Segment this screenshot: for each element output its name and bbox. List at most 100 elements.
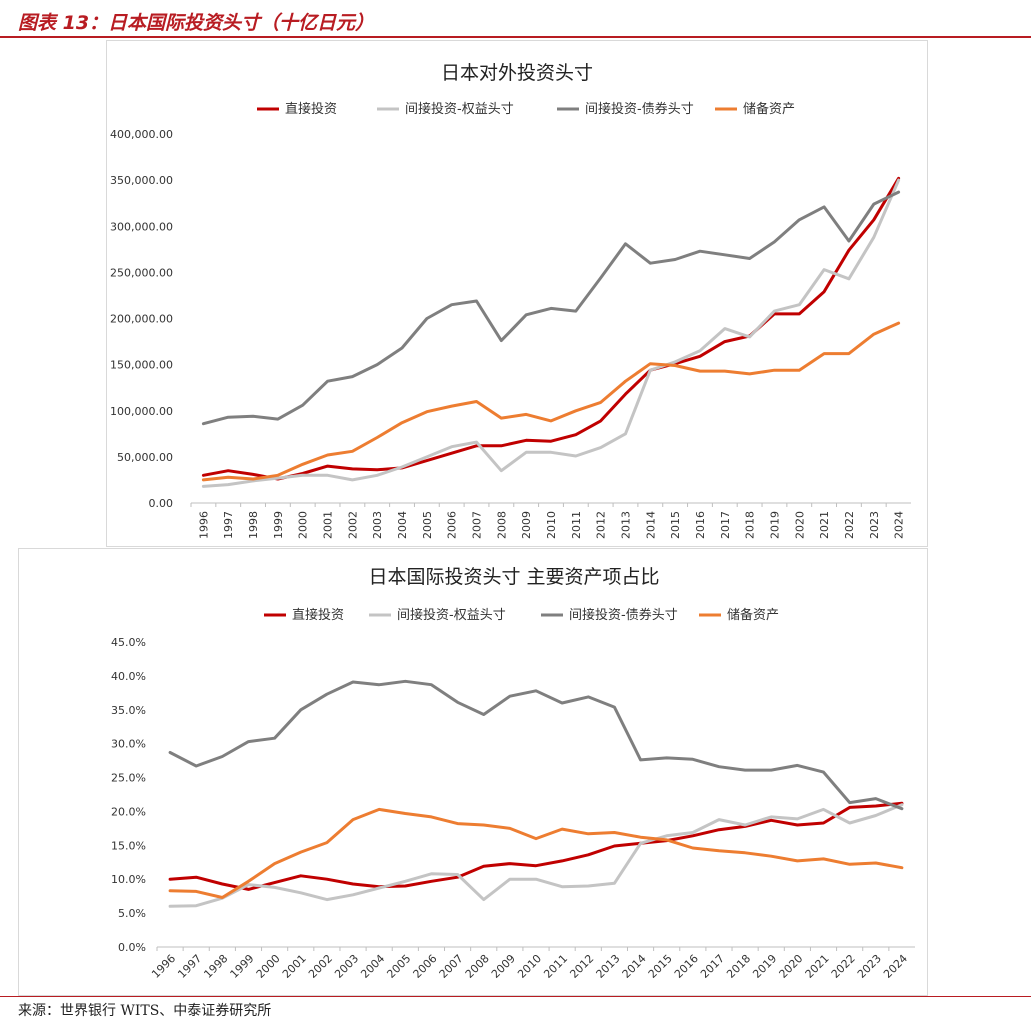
x-tick-label: 1996 xyxy=(197,511,210,539)
x-tick-label: 2001 xyxy=(322,511,335,539)
source-note: 来源：世界银行 WITS、中泰证券研究所 xyxy=(18,1003,272,1019)
x-tick-label: 2000 xyxy=(297,511,310,539)
series-line-2 xyxy=(201,190,901,426)
x-tick-label: 2004 xyxy=(396,511,409,539)
x-tick-label: 2017 xyxy=(719,511,732,539)
x-tick-label: 2009 xyxy=(489,952,518,981)
chart-panel-asset-share: 日本国际投资头寸 主要资产项占比直接投资 间接投资-权益头寸 间接投资-债券头寸 储备… xyxy=(18,548,928,996)
series-line-2 xyxy=(168,679,904,811)
y-tick-label: 20.0% xyxy=(111,805,146,818)
x-tick-label: 2017 xyxy=(698,952,727,981)
x-tick-label: 2008 xyxy=(495,511,508,539)
bottom-rule xyxy=(0,996,1031,997)
y-tick-label: 150,000.00 xyxy=(110,359,173,372)
y-tick-label: 350,000.00 xyxy=(110,174,173,187)
legend-label: 间接投资-债券头寸 xyxy=(585,101,694,117)
x-tick-label: 2014 xyxy=(644,511,657,539)
x-tick-label: 2022 xyxy=(843,511,856,539)
y-tick-label: 10.0% xyxy=(111,873,146,886)
y-tick-label: 35.0% xyxy=(111,704,146,717)
x-tick-label: 2021 xyxy=(818,511,831,539)
x-tick-label: 1996 xyxy=(149,952,178,981)
chart-title: 日本国际投资头寸 主要资产项占比 xyxy=(368,566,659,588)
x-tick-label: 2002 xyxy=(306,952,335,981)
x-tick-label: 2010 xyxy=(545,511,558,539)
x-tick-label: 2024 xyxy=(881,952,910,981)
legend-label: 间接投资-权益头寸 xyxy=(405,101,514,117)
figure-title: 图表 13：日本国际投资头寸（十亿日元） xyxy=(18,12,375,34)
x-tick-label: 1997 xyxy=(222,511,235,539)
legend-label: 间接投资-债券头寸 xyxy=(569,607,678,623)
x-tick-label: 1997 xyxy=(175,952,204,981)
x-tick-label: 2004 xyxy=(358,952,387,981)
y-tick-label: 400,000.00 xyxy=(110,128,173,141)
series-line-1 xyxy=(201,178,901,488)
legend-label: 储备资产 xyxy=(743,101,795,117)
y-tick-label: 40.0% xyxy=(111,670,146,683)
y-tick-label: 50,000.00 xyxy=(117,451,173,464)
legend-label: 直接投资 xyxy=(285,101,337,117)
x-tick-label: 2020 xyxy=(793,511,806,539)
y-tick-label: 0.00 xyxy=(149,497,174,510)
y-tick-label: 0.0% xyxy=(118,941,146,954)
chart-panel-foreign-investment: 日本对外投资头寸直接投资 间接投资-权益头寸 间接投资-债券头寸 储备资产 0.00 50… xyxy=(106,40,928,547)
x-tick-label: 2003 xyxy=(371,511,384,539)
x-tick-label: 2005 xyxy=(384,952,413,981)
y-tick-label: 25.0% xyxy=(111,772,146,785)
y-tick-label: 5.0% xyxy=(118,907,146,920)
x-tick-label: 2013 xyxy=(594,952,623,981)
x-tick-label: 1998 xyxy=(247,511,260,539)
y-tick-label: 100,000.00 xyxy=(110,405,173,418)
y-tick-label: 15.0% xyxy=(111,839,146,852)
x-tick-label: 2023 xyxy=(855,952,884,981)
x-tick-label: 2010 xyxy=(515,952,544,981)
x-tick-label: 2019 xyxy=(750,952,779,981)
legend-label: 储备资产 xyxy=(727,607,779,623)
x-tick-label: 2008 xyxy=(463,952,492,981)
x-tick-label: 2015 xyxy=(669,511,682,539)
x-tick-label: 2000 xyxy=(254,952,283,981)
x-tick-label: 2009 xyxy=(520,511,533,539)
x-tick-label: 2018 xyxy=(724,952,753,981)
x-tick-label: 2012 xyxy=(567,952,596,981)
x-tick-label: 2020 xyxy=(777,952,806,981)
x-tick-label: 1999 xyxy=(228,952,257,981)
legend-label: 间接投资-权益头寸 xyxy=(397,607,506,623)
x-tick-label: 2016 xyxy=(672,952,701,981)
x-tick-label: 2014 xyxy=(620,952,649,981)
y-tick-label: 250,000.00 xyxy=(110,266,173,279)
x-tick-label: 2019 xyxy=(768,511,781,539)
x-tick-label: 2016 xyxy=(694,511,707,539)
x-tick-label: 2003 xyxy=(332,952,361,981)
x-tick-label: 2002 xyxy=(346,511,359,539)
legend-label: 直接投资 xyxy=(292,607,344,623)
x-tick-label: 2011 xyxy=(541,952,570,981)
series-line-3 xyxy=(201,321,901,482)
top-rule xyxy=(0,36,1031,38)
x-tick-label: 2012 xyxy=(595,511,608,539)
series-line-0 xyxy=(168,801,904,891)
series-line-3 xyxy=(168,807,904,899)
x-tick-label: 1999 xyxy=(272,511,285,539)
x-tick-label: 2023 xyxy=(868,511,881,539)
y-tick-label: 200,000.00 xyxy=(110,313,173,326)
x-tick-label: 2001 xyxy=(280,952,309,981)
x-tick-label: 2005 xyxy=(421,511,434,539)
y-tick-label: 45.0% xyxy=(111,636,146,649)
x-tick-label: 1998 xyxy=(201,952,230,981)
x-tick-label: 2024 xyxy=(893,511,906,539)
x-tick-label: 2006 xyxy=(411,952,440,981)
x-tick-label: 2015 xyxy=(646,952,675,981)
x-tick-label: 2018 xyxy=(744,511,757,539)
y-tick-label: 300,000.00 xyxy=(110,220,173,233)
y-tick-label: 30.0% xyxy=(111,738,146,751)
series-line-0 xyxy=(201,176,901,481)
series-line-1 xyxy=(168,803,904,908)
x-tick-label: 2007 xyxy=(471,511,484,539)
x-tick-label: 2022 xyxy=(829,952,858,981)
x-tick-label: 2007 xyxy=(437,952,466,981)
x-tick-label: 2006 xyxy=(446,511,459,539)
chart-title: 日本对外投资头寸 xyxy=(441,62,593,84)
